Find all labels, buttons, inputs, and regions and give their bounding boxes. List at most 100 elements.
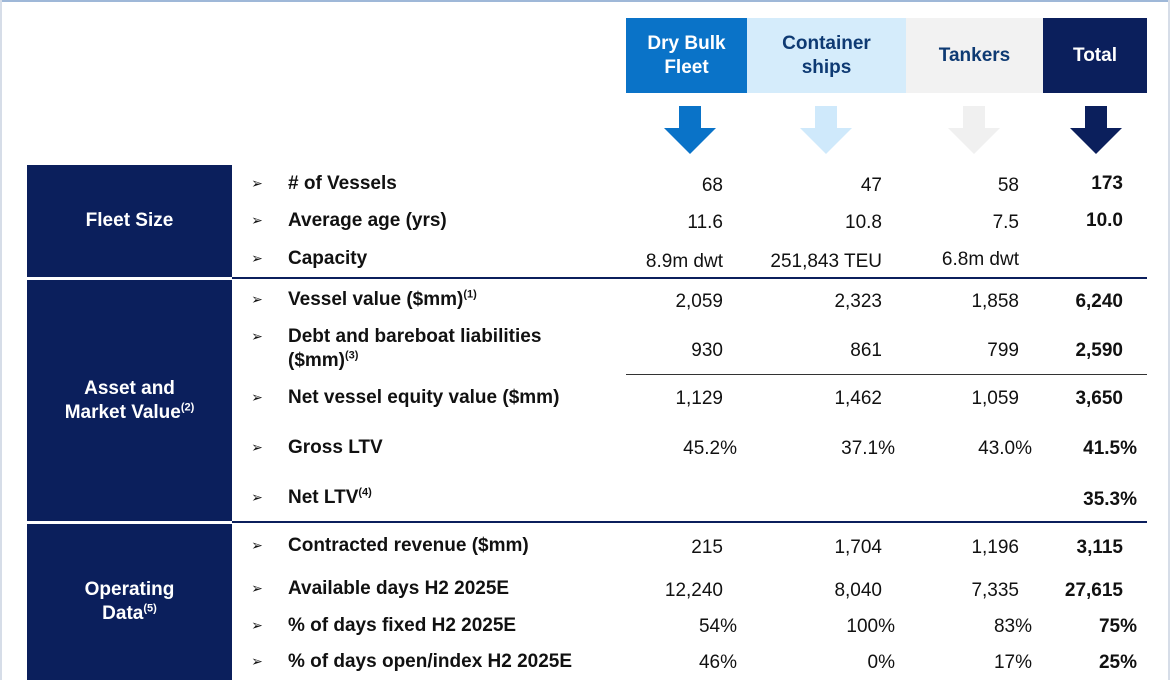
bullet-icon: ➢ (251, 537, 263, 553)
cell-net-ltv-total: 35.3% (1083, 489, 1137, 510)
row-label-contracted-revenue: Contracted revenue ($mm) (288, 535, 529, 556)
cell-debt-total: 2,590 (1075, 340, 1123, 361)
cell-age-container: 10.8 (845, 212, 882, 233)
debt-footnote: (3) (345, 349, 359, 362)
bullet-icon: ➢ (251, 617, 263, 633)
section-divider (232, 521, 1147, 523)
cell-net-equity-dry: 1,129 (675, 388, 723, 409)
bullet-icon: ➢ (251, 580, 263, 596)
cell-open-container: 0% (867, 652, 895, 673)
cell-gross-ltv-tankers: 43.0% (978, 438, 1032, 459)
section-fleet-size-label: Fleet Size (85, 210, 174, 231)
bullet-icon: ➢ (251, 212, 263, 228)
asset-line1: Asset and (84, 377, 175, 399)
cell-capacity-container: 251,843 TEU (770, 251, 882, 272)
net-ltv-text: Net LTV (288, 487, 359, 508)
left-border (0, 0, 2, 680)
cell-contracted-revenue-total: 3,115 (1076, 537, 1124, 558)
cell-available-days-tankers: 7,335 (971, 580, 1019, 601)
column-header-container: Container ships (747, 18, 906, 93)
cell-fixed-dry: 54% (698, 616, 737, 637)
subtotal-rule (626, 374, 1147, 375)
cell-debt-dry: 930 (691, 340, 723, 361)
cell-capacity-dry: 8.9m dwt (645, 251, 723, 272)
cell-vessels-dry: 68 (701, 175, 723, 196)
row-label-capacity: Capacity (288, 248, 368, 269)
row-label-gross-ltv: Gross LTV (288, 437, 383, 458)
down-arrow-icon-dry-bulk (664, 106, 716, 154)
cell-vessels-total: 173 (1091, 173, 1123, 194)
row-label-available-days: Available days H2 2025E (288, 578, 510, 599)
bullet-icon: ➢ (251, 291, 263, 307)
vessel-value-footnote: (1) (463, 288, 477, 301)
asset-line2: Market Value (64, 401, 181, 423)
cell-available-days-container: 8,040 (834, 580, 882, 601)
cell-net-equity-total: 3,650 (1075, 388, 1123, 409)
section-divider (232, 277, 1147, 279)
row-label-open: % of days open/index H2 2025E (288, 651, 573, 672)
section-operating-data: Operating Data(5) (27, 524, 232, 680)
cell-available-days-dry: 12,240 (664, 580, 723, 601)
cell-vessels-container: 47 (860, 175, 882, 196)
cell-debt-container: 861 (850, 340, 882, 361)
cell-open-tankers: 17% (993, 652, 1032, 673)
column-header-dry-bulk: Dry Bulk Fleet (626, 18, 747, 93)
cell-age-dry: 11.6 (687, 212, 723, 233)
cell-vessel-value-total: 6,240 (1075, 291, 1123, 312)
cell-gross-ltv-container: 37.1% (841, 438, 895, 459)
down-arrow-icon-total (1070, 106, 1122, 154)
row-label-debt: Debt and bareboat liabilities ($mm)(3) (288, 325, 541, 373)
cell-vessel-value-tankers: 1,858 (971, 291, 1019, 312)
cell-vessel-value-container: 2,323 (834, 291, 882, 312)
bullet-icon: ➢ (251, 328, 263, 344)
row-label-vessels: # of Vessels (288, 173, 397, 194)
asset-footnote: (2) (180, 401, 195, 414)
net-ltv-footnote: (4) (358, 486, 372, 499)
down-arrow-icon-container (800, 106, 852, 154)
cell-net-equity-container: 1,462 (834, 388, 882, 409)
down-arrow-icon-tankers (948, 106, 1000, 154)
section-fleet-size: Fleet Size (27, 165, 232, 277)
cell-contracted-revenue-container: 1,704 (834, 537, 882, 558)
row-label-age: Average age (yrs) (288, 210, 447, 231)
vessel-value-text: Vessel value ($mm) (288, 289, 464, 310)
operating-line2: Data (102, 603, 144, 624)
cell-net-equity-tankers: 1,059 (971, 388, 1019, 409)
cell-open-dry: 46% (698, 652, 737, 673)
container-line2: ships (801, 56, 852, 78)
cell-capacity-tankers: 6.8m dwt (941, 249, 1019, 270)
container-line1: Container (782, 32, 871, 54)
dry-bulk-line2: Fleet (664, 56, 709, 78)
cell-contracted-revenue-tankers: 1,196 (971, 537, 1019, 558)
row-label-vessel-value: Vessel value ($mm)(1) (288, 288, 477, 312)
debt-line2: ($mm) (288, 350, 346, 371)
bullet-icon: ➢ (251, 653, 263, 669)
cell-fixed-container: 100% (846, 616, 895, 637)
cell-age-total: 10.0 (1086, 210, 1123, 231)
cell-age-tankers: 7.5 (992, 212, 1019, 233)
row-label-fixed: % of days fixed H2 2025E (288, 615, 517, 636)
cell-vessel-value-dry: 2,059 (675, 291, 723, 312)
top-border (0, 0, 1170, 2)
operating-line1: Operating (84, 579, 175, 600)
cell-contracted-revenue-dry: 215 (691, 537, 723, 558)
row-label-net-equity: Net vessel equity value ($mm) (288, 387, 560, 408)
bullet-icon: ➢ (251, 250, 263, 266)
section-asset-market-value: Asset and Market Value(2) (27, 280, 232, 521)
right-border (1168, 0, 1170, 680)
cell-debt-tankers: 799 (987, 340, 1019, 361)
debt-line1: Debt and bareboat liabilities (288, 326, 542, 347)
operating-footnote: (5) (143, 602, 157, 615)
row-label-net-ltv: Net LTV(4) (288, 486, 372, 510)
bullet-icon: ➢ (251, 489, 263, 505)
cell-fixed-total: 75% (1098, 616, 1137, 637)
cell-available-days-total: 27,615 (1064, 580, 1123, 601)
column-header-tankers: Tankers (906, 18, 1043, 93)
cell-gross-ltv-total: 41.5% (1083, 438, 1137, 459)
dry-bulk-line1: Dry Bulk (647, 32, 726, 54)
cell-vessels-tankers: 58 (997, 175, 1019, 196)
cell-open-total: 25% (1098, 652, 1137, 673)
bullet-icon: ➢ (251, 389, 263, 405)
cell-fixed-tankers: 83% (993, 616, 1032, 637)
cell-gross-ltv-dry: 45.2% (683, 438, 737, 459)
